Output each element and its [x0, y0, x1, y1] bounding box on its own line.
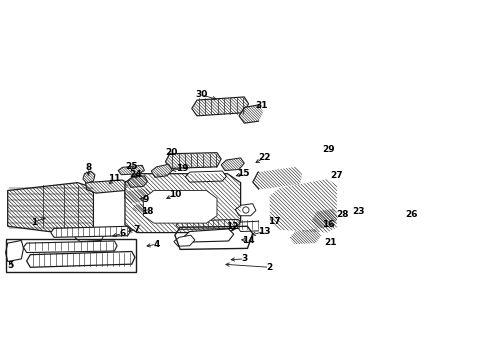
Polygon shape — [85, 180, 130, 193]
Text: 21: 21 — [323, 238, 336, 247]
Polygon shape — [289, 229, 321, 244]
Polygon shape — [269, 179, 336, 233]
Text: 18: 18 — [141, 207, 154, 216]
Polygon shape — [133, 202, 159, 213]
Polygon shape — [311, 209, 337, 228]
Polygon shape — [8, 183, 93, 231]
Text: 20: 20 — [165, 148, 177, 157]
Text: 30: 30 — [195, 90, 207, 99]
Text: 29: 29 — [322, 145, 334, 154]
Text: 24: 24 — [129, 170, 142, 179]
Polygon shape — [191, 97, 248, 116]
Polygon shape — [26, 252, 135, 267]
Text: 28: 28 — [335, 210, 347, 219]
Text: 17: 17 — [268, 216, 281, 225]
Polygon shape — [165, 153, 221, 168]
Text: 19: 19 — [176, 164, 189, 173]
Polygon shape — [174, 235, 195, 246]
Polygon shape — [125, 174, 240, 233]
Polygon shape — [75, 231, 104, 242]
Polygon shape — [185, 171, 226, 182]
Text: 13: 13 — [258, 227, 270, 236]
Polygon shape — [252, 167, 302, 189]
Polygon shape — [176, 220, 242, 229]
Polygon shape — [284, 147, 328, 167]
Text: 10: 10 — [168, 190, 181, 199]
Text: 16: 16 — [322, 220, 334, 229]
Text: 2: 2 — [266, 263, 272, 272]
Bar — [5, 239, 136, 272]
Polygon shape — [23, 241, 117, 253]
Polygon shape — [143, 190, 217, 223]
Polygon shape — [83, 171, 95, 183]
Text: 11: 11 — [108, 175, 121, 184]
Text: 6: 6 — [119, 229, 125, 238]
Circle shape — [242, 207, 248, 213]
Text: 31: 31 — [255, 101, 267, 110]
Text: 5: 5 — [8, 261, 14, 270]
Text: 4: 4 — [153, 240, 160, 249]
Text: 7: 7 — [134, 225, 140, 234]
Text: 23: 23 — [352, 207, 365, 216]
Text: 3: 3 — [241, 255, 247, 264]
Polygon shape — [127, 176, 147, 187]
Text: 8: 8 — [85, 163, 92, 172]
Text: 22: 22 — [258, 153, 270, 162]
Text: 14: 14 — [242, 236, 254, 245]
Polygon shape — [239, 105, 263, 123]
Polygon shape — [237, 220, 302, 231]
Polygon shape — [184, 229, 233, 242]
Polygon shape — [235, 204, 255, 216]
Polygon shape — [221, 158, 244, 171]
Text: 1: 1 — [31, 217, 37, 226]
Polygon shape — [151, 164, 172, 177]
Polygon shape — [125, 188, 153, 203]
Polygon shape — [51, 226, 130, 237]
Polygon shape — [5, 240, 23, 261]
Polygon shape — [144, 194, 169, 207]
Text: 9: 9 — [142, 195, 148, 204]
Text: 26: 26 — [405, 210, 417, 219]
Polygon shape — [118, 165, 144, 175]
Text: 15: 15 — [237, 169, 249, 178]
Text: 25: 25 — [125, 162, 138, 171]
Text: 27: 27 — [330, 171, 343, 180]
Text: 12: 12 — [226, 222, 239, 231]
